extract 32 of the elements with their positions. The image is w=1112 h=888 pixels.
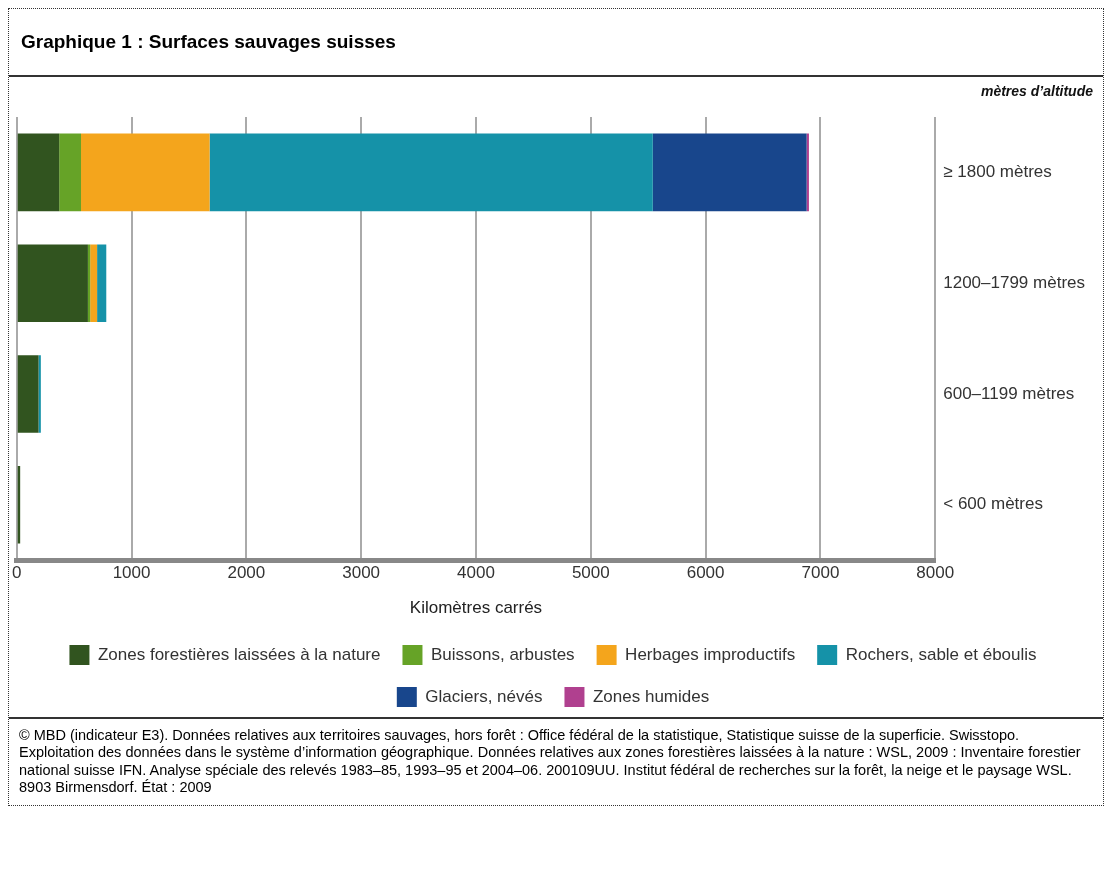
x-axis-title: Kilomètres carrés: [409, 598, 543, 618]
text: © MBD (indicateur E3). Données relatives aux territoires sauvages, hors forêt : Office fédéral de la statistique, Statistique suisse de la superficie. Swisstopo. Exploitation des données dans le système d’information géographique. Données relatives aux zones forestières laissées à la nature : WSL, 2009 : Inventaire forestier national suisse IFN. Analyse spéciale des relevés 1983–85, 1993–95 et 2004–06. 200109UU. Institut fédéral de recherches sur la forêt, la neige et le paysage WSL. 8903 Birmensdorf. État : 2009: [9, 717, 1103, 805]
x-tick-label: 0: [11, 563, 22, 583]
x-tick-label: 6000: [686, 563, 725, 583]
legend-label: Buissons, arbustes: [430, 644, 575, 664]
bar: [652, 133, 807, 212]
bar: [90, 244, 98, 322]
x-tick-label: 7000: [801, 563, 840, 583]
legend-label: Glaciers, névés: [425, 686, 543, 706]
bar: [17, 355, 39, 433]
x-tick-label: 5000: [571, 563, 610, 583]
legend-label: Rochers, sable et éboulis: [845, 644, 1037, 664]
y-tick-label: 600–1199 mètres: [943, 383, 1075, 403]
y-tick-label: < 600 mètres: [943, 494, 1043, 514]
legend-label: Zones humides: [592, 686, 710, 706]
bar: [97, 244, 107, 322]
legend-label: Herbages improductifs: [625, 644, 796, 664]
y-axis-title: mètres d’altitude: [980, 82, 1094, 99]
bar: [17, 244, 88, 322]
bar: [59, 133, 82, 212]
x-tick-label: 4000: [457, 563, 495, 583]
x-tick-label: 8000: [916, 563, 955, 583]
chart-title: Graphique 1 : Surfaces sauvages suisses: [9, 9, 1103, 77]
bar: [17, 133, 60, 212]
legend-label: Zones forestières laissées à la nature: [97, 644, 381, 664]
y-tick-label: 1200–1799 mètres: [943, 272, 1086, 292]
x-tick-label: 3000: [342, 563, 381, 583]
y-tick-label: ≥ 1800 mètres: [943, 162, 1052, 182]
bar: [81, 133, 210, 212]
x-tick-label: 1000: [112, 563, 151, 583]
x-tick-label: 2000: [227, 563, 266, 583]
bar: [209, 133, 653, 212]
